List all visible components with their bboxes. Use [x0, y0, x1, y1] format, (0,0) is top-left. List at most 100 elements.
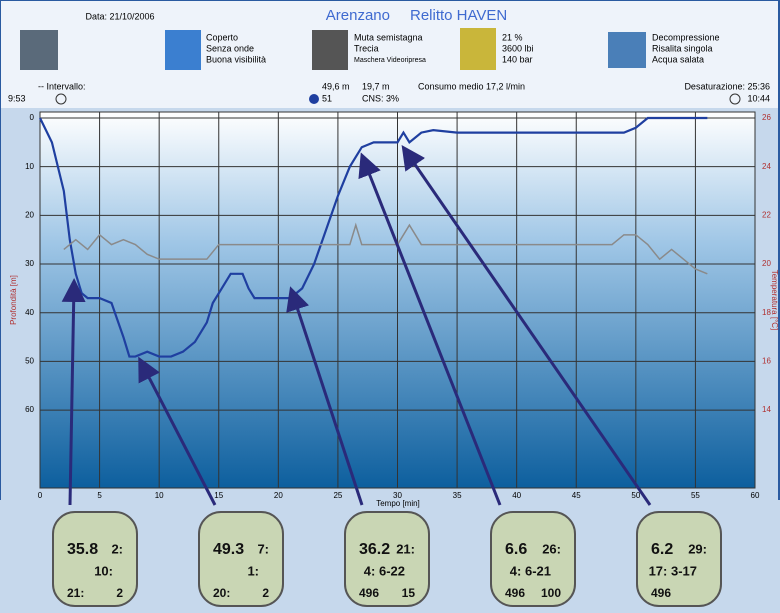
- lcd-text: 36.2: [359, 541, 390, 558]
- arrow: [401, 145, 652, 506]
- y2-tick-label: 14: [762, 405, 771, 414]
- weather-text: Coperto: [206, 32, 238, 42]
- dive-icon: [309, 94, 319, 104]
- y-tick-label: 60: [25, 405, 34, 414]
- lcd-text: 35.8: [67, 541, 98, 558]
- dive-text: Risalita singola: [652, 43, 713, 53]
- divers-icon: [20, 30, 58, 70]
- dive-text: Acqua salata: [652, 54, 704, 64]
- x-tick-label: 60: [751, 491, 760, 500]
- lcd-text: 2: [116, 586, 123, 600]
- x-tick-label: 20: [274, 491, 283, 500]
- y2-tick-label: 16: [762, 357, 771, 366]
- clock-icon: [729, 93, 741, 105]
- interval-label: -- Intervallo:: [38, 81, 86, 91]
- lcd-text: 496: [505, 586, 525, 600]
- desaturation: Desaturazione: 25:36: [684, 81, 770, 91]
- y-tick-label: 0: [30, 113, 35, 122]
- x-axis-label: Tempo [min]: [376, 499, 420, 508]
- lcd-text: 496: [651, 586, 671, 600]
- gear-text: Muta semistagna: [354, 32, 423, 42]
- title: Arenzano: [326, 7, 390, 24]
- x-tick-label: 55: [691, 491, 700, 500]
- x-tick-label: 30: [393, 491, 402, 500]
- y2-tick-label: 24: [762, 162, 771, 171]
- lcd-text: 15: [402, 586, 416, 600]
- y-tick-label: 10: [25, 162, 34, 171]
- y2-tick-label: 20: [762, 259, 771, 268]
- x-tick-label: 45: [572, 491, 581, 500]
- cns: CNS: 3%: [362, 93, 399, 103]
- lcd-text: 496: [359, 586, 379, 600]
- arrow: [138, 356, 217, 506]
- y2-tick-label: 18: [762, 308, 771, 317]
- y-tick-label: 30: [25, 259, 34, 268]
- header-bg: [0, 0, 780, 108]
- lcd-text: 20:: [213, 586, 230, 600]
- avg-depth: 19,7 m: [362, 81, 390, 91]
- max-depth: 49,6 m: [322, 81, 350, 91]
- lcd: [52, 511, 138, 607]
- date: Data: 21/10/2006: [85, 11, 154, 21]
- computer-displays: 35.8 2: 10: 21: 2 49.3 7: 1: 20: 2 36.2 21: 4: 6-22 4…: [52, 511, 722, 607]
- lcd-text: 1:: [247, 563, 259, 578]
- gear-text: Maschera Videoripresa: [354, 57, 426, 64]
- gas-text: 21 %: [502, 32, 523, 42]
- arrow: [358, 152, 502, 506]
- gas-text: 3600 lbi: [502, 43, 534, 53]
- profile-chart: 0 5 10 15 20 25 30 35 40 45 50 55 60 0 10 20 30 40 50 60 14 1…: [9, 112, 779, 508]
- lcd-text: 26:: [542, 541, 561, 556]
- gear-text: Trecia: [354, 43, 379, 53]
- y-tick-label: 40: [25, 308, 34, 317]
- lcd-text: 2: [262, 586, 269, 600]
- y2-axis-label: Temperatura [°C]: [770, 270, 779, 331]
- lcd-text: 7:: [257, 541, 269, 556]
- dive-text: Decompressione: [652, 32, 720, 42]
- lcd-text: 21:: [396, 541, 415, 556]
- time: 10:44: [747, 93, 770, 103]
- consumption: Consumo medio 17,2 l/min: [418, 81, 525, 91]
- x-tick-label: 40: [512, 491, 521, 500]
- lcd: [198, 511, 284, 607]
- subtitle: Relitto HAVEN: [410, 7, 507, 24]
- dive-icon: [608, 32, 646, 68]
- x-tick-label: 10: [155, 491, 164, 500]
- weather-text: Senza onde: [206, 43, 254, 53]
- lcd-text: 29:: [688, 541, 707, 556]
- lcd: [344, 511, 430, 607]
- x-tick-label: 35: [453, 491, 462, 500]
- lcd-text: 4: 6-21: [510, 563, 551, 578]
- camera-icon: [312, 30, 348, 70]
- x-tick-label: 5: [97, 491, 102, 500]
- y2-tick-label: 22: [762, 210, 771, 219]
- lcd-text: 100: [541, 586, 561, 600]
- lcd: [636, 511, 722, 607]
- arrows: [61, 145, 652, 506]
- lcd-text: 2:: [111, 541, 123, 556]
- stats: -- Intervallo: 9:53 49,6 m 19,7 m 51 CNS…: [8, 81, 770, 105]
- lcd-text: 10:: [94, 563, 113, 578]
- series-line: [63, 222, 708, 275]
- x-tick-label: 0: [38, 491, 43, 500]
- y-tick-label: 20: [25, 210, 34, 219]
- lcd-text: 17: 3-17: [649, 563, 697, 578]
- x-tick-label: 25: [333, 491, 342, 500]
- interval: 9:53: [8, 93, 26, 103]
- x-tick-label: 50: [631, 491, 640, 500]
- y-axis-label: Profondità [m]: [9, 275, 18, 325]
- dive-number: 51: [322, 93, 332, 103]
- y2-tick-label: 26: [762, 113, 771, 122]
- clock-icon: [55, 93, 67, 105]
- weather-icon: [165, 30, 201, 70]
- series-line: [39, 116, 708, 358]
- arrow: [61, 278, 86, 506]
- lcd: [490, 511, 576, 607]
- tank-icon: [460, 28, 496, 70]
- arrow: [286, 286, 364, 506]
- lcd-text: 49.3: [213, 541, 244, 558]
- lcd-text: 6.6: [505, 541, 527, 558]
- lcd-text: 4: 6-22: [364, 563, 405, 578]
- gas-text: 140 bar: [502, 54, 533, 64]
